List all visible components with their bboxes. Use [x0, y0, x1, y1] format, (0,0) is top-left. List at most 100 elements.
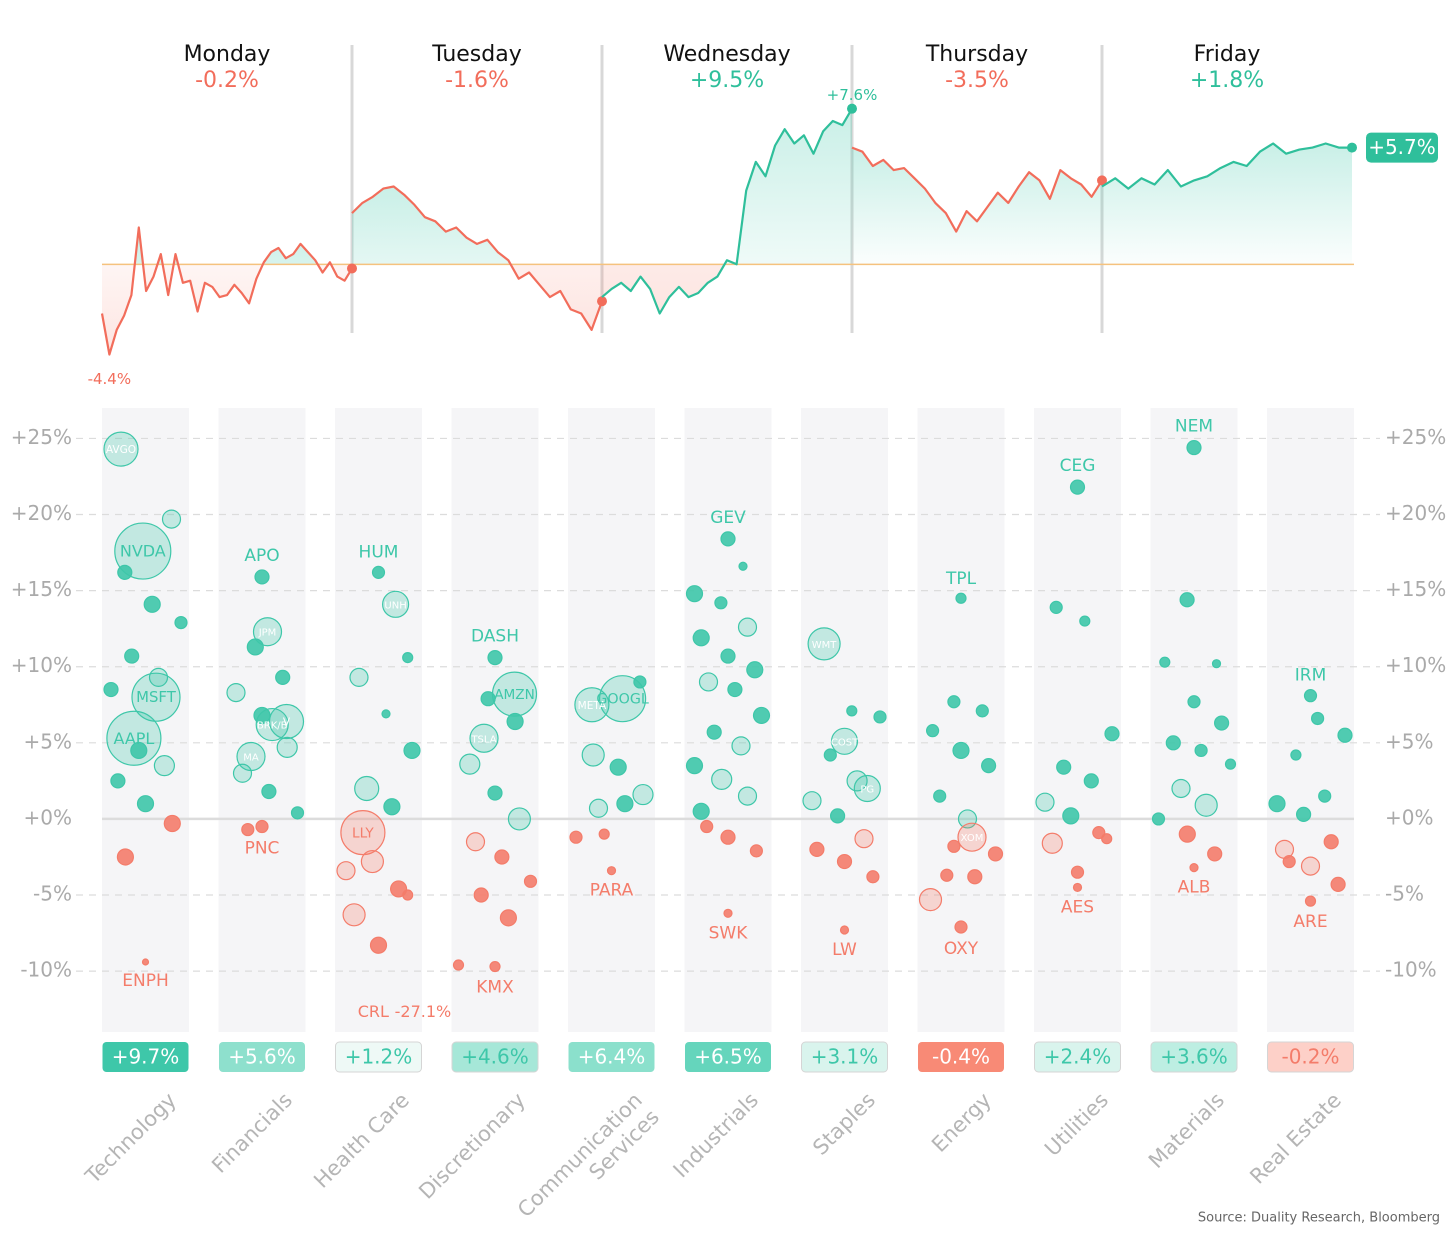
- y-tick-label-right: +5%: [1385, 729, 1434, 753]
- stock-bubble: [376, 1228, 382, 1234]
- stock-bubble: [1186, 439, 1202, 456]
- sector-total: -0.2%: [1281, 1045, 1339, 1069]
- stock-bubble: [290, 806, 305, 820]
- sector-total-box: [801, 1041, 888, 1073]
- price-line: [851, 146, 1103, 233]
- bubble-label: META: [578, 700, 607, 712]
- stock-label: PNC: [245, 839, 280, 859]
- stock-name: CEG: [1060, 456, 1096, 476]
- stock-bubble: [957, 822, 987, 852]
- stock-bubble: [698, 672, 719, 692]
- day-end-dot: [1347, 142, 1357, 153]
- stock-bubble: [752, 706, 771, 725]
- stock-bubble: [952, 741, 970, 760]
- stock-bubble: [507, 807, 532, 831]
- stock-bubble: [836, 853, 853, 870]
- sector-total-box: [1034, 1041, 1121, 1073]
- stock-bubble: [360, 849, 384, 874]
- stock-bubble: [954, 920, 968, 934]
- stock-bubble: [588, 798, 609, 818]
- stock-bubble: [465, 832, 486, 852]
- y-tick-label-right: -5%: [1385, 882, 1424, 906]
- y-tick-label: +5%: [24, 729, 73, 753]
- bubble-label: TSLA: [470, 734, 496, 745]
- day-name: Tuesday: [431, 42, 522, 67]
- day-change: +9.5%: [690, 68, 764, 93]
- stock-bubble: [1213, 715, 1230, 731]
- y-tick-label-right: -10%: [1385, 958, 1437, 982]
- bubble-label: WMT: [812, 640, 838, 651]
- stock-bubble: [731, 736, 751, 756]
- day-name: Thursday: [925, 42, 1028, 67]
- y-tick-label: -10%: [20, 958, 72, 982]
- stock-name: GEV: [710, 508, 746, 528]
- stock-bubble: [489, 960, 501, 973]
- day-name: Friday: [1194, 42, 1261, 67]
- stock-bubble: [711, 768, 733, 790]
- day-end-dot: [347, 263, 357, 274]
- stock-bubble: [130, 741, 148, 760]
- stock-bubble: [1072, 882, 1083, 893]
- stock-label: PARA: [590, 881, 634, 901]
- stock-bubble: [336, 861, 356, 881]
- stock-name: TPL: [945, 569, 977, 589]
- stock-bubble: [1268, 795, 1286, 813]
- stock-name: PNC: [245, 839, 280, 859]
- stock-bubble: [947, 839, 961, 853]
- price-line: [1101, 142, 1352, 190]
- stock-bubble: [720, 648, 736, 664]
- stock-bubble: [369, 936, 388, 954]
- area-up: [1102, 143, 1352, 265]
- stock-bubble: [692, 629, 710, 647]
- stock-bubble: [143, 595, 161, 613]
- stock-bubble: [853, 774, 881, 803]
- stock-bubble: [1165, 735, 1181, 751]
- stock-bubble: [261, 783, 277, 800]
- stock-bubble: [255, 819, 269, 834]
- day-end-dot: [847, 103, 857, 114]
- price-line: [351, 185, 604, 331]
- stock-bubble: [1083, 773, 1099, 789]
- stock-bubble: [581, 743, 605, 767]
- sector-total: +3.6%: [1160, 1045, 1228, 1069]
- stock-bubble: [873, 710, 887, 724]
- stock-bubble: [839, 925, 850, 935]
- y-tick-label: +20%: [11, 501, 72, 525]
- stock-bubble: [1300, 856, 1321, 876]
- stock-bubble: [975, 704, 989, 718]
- stock-bubble: [1179, 592, 1195, 608]
- y-tick-label: +25%: [11, 425, 72, 449]
- area-up: [352, 186, 511, 265]
- stock-bubble: [940, 868, 954, 882]
- stock-bubble: [737, 786, 758, 806]
- bubble-label: GOOGL: [596, 692, 649, 708]
- stock-bubble: [918, 887, 943, 912]
- stock-bubble: [371, 565, 386, 579]
- stock-bubble: [720, 531, 736, 547]
- stock-bubble: [738, 561, 748, 571]
- y-tick-label: +0%: [24, 805, 73, 829]
- stock-bubble: [947, 695, 961, 709]
- stock-bubble: [967, 869, 983, 885]
- stock-name: KMX: [476, 978, 514, 998]
- stock-bubble: [1159, 656, 1171, 668]
- stock-bubble: [1187, 695, 1201, 709]
- stock-bubble: [706, 724, 722, 740]
- stock-bubble: [349, 667, 369, 687]
- stock-bubble: [1330, 876, 1346, 892]
- stock-label: DASH: [471, 627, 519, 647]
- stock-bubble: [106, 710, 162, 766]
- stock-bubble: [1035, 792, 1055, 812]
- stock-bubble: [252, 617, 283, 647]
- stock-bubble: [987, 846, 1004, 862]
- stock-bubble: [480, 691, 496, 707]
- stock-bubble: [1189, 863, 1199, 873]
- stock-name: APO: [244, 546, 279, 566]
- stock-bubble: [809, 841, 825, 857]
- stock-name: OXY: [944, 939, 979, 959]
- stock-name: AES: [1061, 897, 1094, 917]
- stock-bubble: [491, 671, 538, 717]
- bubbles: [103, 431, 1353, 1234]
- bubble-label: AAPL: [113, 729, 154, 748]
- stock-bubble: [452, 959, 465, 971]
